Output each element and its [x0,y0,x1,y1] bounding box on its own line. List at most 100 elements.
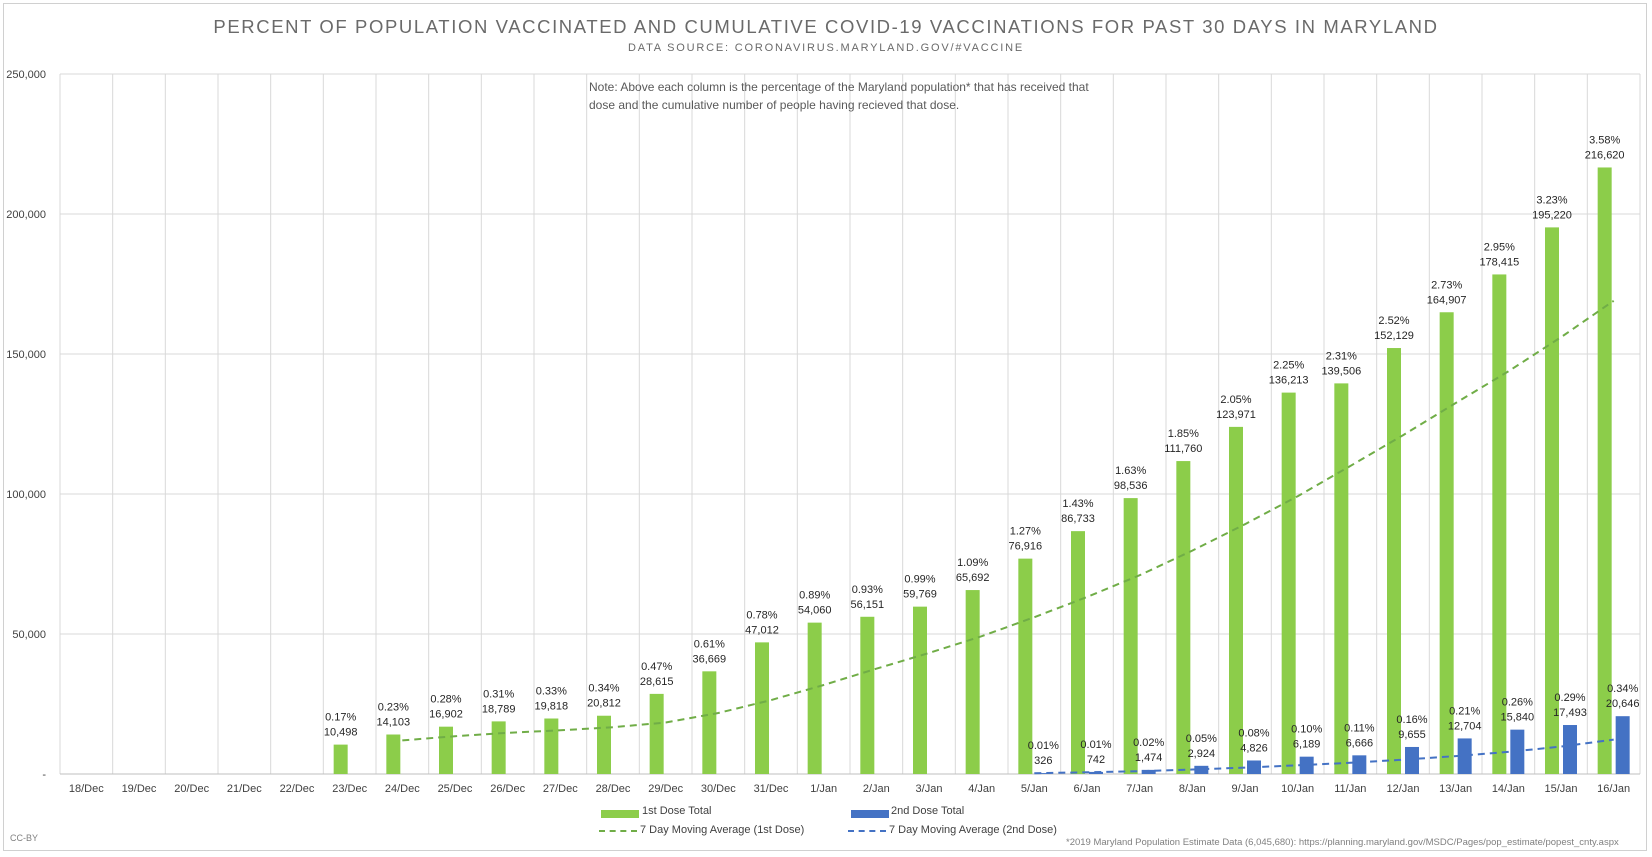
bar-1st-dose [1439,312,1454,774]
data-label-1st-value: 178,415 [1479,256,1519,268]
data-label-1st-value: 56,151 [851,599,885,611]
x-tick-label: 3/Jan [916,783,943,795]
bar-1st-dose [702,671,717,774]
bar-1st-dose [1176,461,1191,774]
data-label-1st-value: 18,789 [482,703,516,715]
x-tick-label: 7/Jan [1126,783,1153,795]
data-label-1st-value: 54,060 [798,605,832,617]
data-label-1st-percent: 0.17% [325,712,356,724]
data-label-1st-percent: 0.31% [483,688,514,700]
x-tick-label: 29/Dec [648,783,683,795]
data-label-1st-value: 195,220 [1532,209,1572,221]
data-label-2nd-percent: 0.08% [1238,727,1269,739]
bar-1st-dose [1545,227,1559,774]
data-label-1st-value: 111,760 [1164,443,1202,455]
data-label-1st-percent: 0.78% [746,609,777,621]
data-label-2nd-percent: 0.02% [1133,737,1164,749]
data-label-2nd-percent: 0.10% [1291,724,1322,736]
data-label-2nd-value: 6,189 [1293,739,1321,751]
license-label: CC-BY [10,833,39,843]
x-tick-label: 4/Jan [968,783,995,795]
bar-2nd-dose [1405,746,1419,774]
data-label-1st-percent: 2.05% [1220,394,1251,406]
bar-2nd-dose [1563,725,1577,774]
bar-1st-dose [597,715,611,774]
bar-1st-dose [1492,274,1507,774]
bar-1st-dose [439,726,453,774]
y-tick-label: - [42,769,46,781]
data-label-2nd-value: 20,646 [1606,698,1640,710]
x-tick-label: 22/Dec [280,783,315,795]
bar-2nd-dose [1194,765,1209,774]
data-label-1st-percent: 0.23% [378,702,409,714]
data-label-1st-value: 139,506 [1321,365,1361,377]
data-label-2nd-value: 17,493 [1553,707,1587,719]
y-tick-label: 200,000 [6,209,46,221]
data-label-1st-percent: 0.28% [430,694,461,706]
bar-1st-dose [333,744,348,774]
data-label-1st-value: 65,692 [956,572,990,584]
x-tick-label: 6/Jan [1074,783,1101,795]
x-tick-label: 23/Dec [332,783,367,795]
bar-1st-dose [544,718,559,774]
x-tick-label: 5/Jan [1021,783,1048,795]
x-tick-label: 8/Jan [1179,783,1206,795]
data-label-1st-percent: 0.89% [799,590,830,602]
bar-1st-dose [913,606,927,774]
data-label-2nd-value: 4,826 [1240,742,1268,754]
chart-frame [3,3,1647,851]
moving-average-line-1st-dose [402,299,1615,742]
data-label-1st-value: 98,536 [1114,480,1148,492]
x-tick-label: 1/Jan [810,783,837,795]
x-tick-label: 28/Dec [596,783,631,795]
data-label-1st-value: 86,733 [1061,513,1095,525]
data-label-1st-value: 47,012 [745,624,779,636]
data-label-2nd-percent: 0.01% [1080,739,1111,751]
data-label-1st-value: 76,916 [1009,541,1043,553]
data-label-1st-percent: 3.23% [1536,194,1567,206]
bar-2nd-dose [1615,716,1630,774]
y-tick-label: 50,000 [12,629,46,641]
data-label-1st-value: 14,103 [377,717,411,729]
data-label-1st-value: 216,620 [1585,149,1625,161]
data-label-1st-value: 123,971 [1216,409,1256,421]
bar-1st-dose [491,721,506,774]
data-label-1st-percent: 0.93% [852,584,883,596]
bar-2nd-dose [1036,773,1051,774]
data-label-1st-value: 59,769 [903,589,937,601]
data-label-1st-percent: 2.52% [1378,315,1409,327]
bar-1st-dose [860,616,875,774]
data-label-1st-percent: 0.99% [904,574,935,586]
chart-title: PERCENT OF POPULATION VACCINATED AND CUM… [213,16,1439,37]
bar-2nd-dose [1457,738,1472,774]
data-label-2nd-percent: 0.34% [1607,683,1638,695]
data-label-1st-percent: 1.43% [1062,498,1093,510]
x-tick-label: 31/Dec [754,783,789,795]
bar-1st-dose [755,642,769,774]
data-label-1st-percent: 2.31% [1326,350,1357,362]
x-tick-label: 21/Dec [227,783,262,795]
bar-1st-dose [1018,558,1033,774]
data-label-2nd-percent: 0.16% [1396,714,1427,726]
x-tick-label: 2/Jan [863,783,890,795]
data-label-1st-value: 136,213 [1269,375,1309,387]
data-label-2nd-value: 2,924 [1188,748,1216,760]
x-tick-label: 14/Jan [1492,783,1525,795]
x-tick-label: 10/Jan [1281,783,1314,795]
bar-2nd-dose [1352,755,1367,774]
y-tick-label: 100,000 [6,489,46,501]
data-label-1st-percent: 1.27% [1010,526,1041,538]
bar-1st-dose [649,693,664,774]
data-label-1st-percent: 3.58% [1589,134,1620,146]
bar-1st-dose [965,590,980,774]
bar-1st-dose [1071,531,1085,774]
x-tick-label: 16/Jan [1597,783,1630,795]
data-label-1st-value: 164,907 [1427,294,1467,306]
bar-1st-dose [386,734,401,774]
bar-1st-dose [807,622,822,774]
bar-2nd-dose [1141,769,1156,774]
x-tick-label: 20/Dec [174,783,209,795]
data-label-1st-value: 152,129 [1374,330,1414,342]
data-label-1st-percent: 1.85% [1168,428,1199,440]
